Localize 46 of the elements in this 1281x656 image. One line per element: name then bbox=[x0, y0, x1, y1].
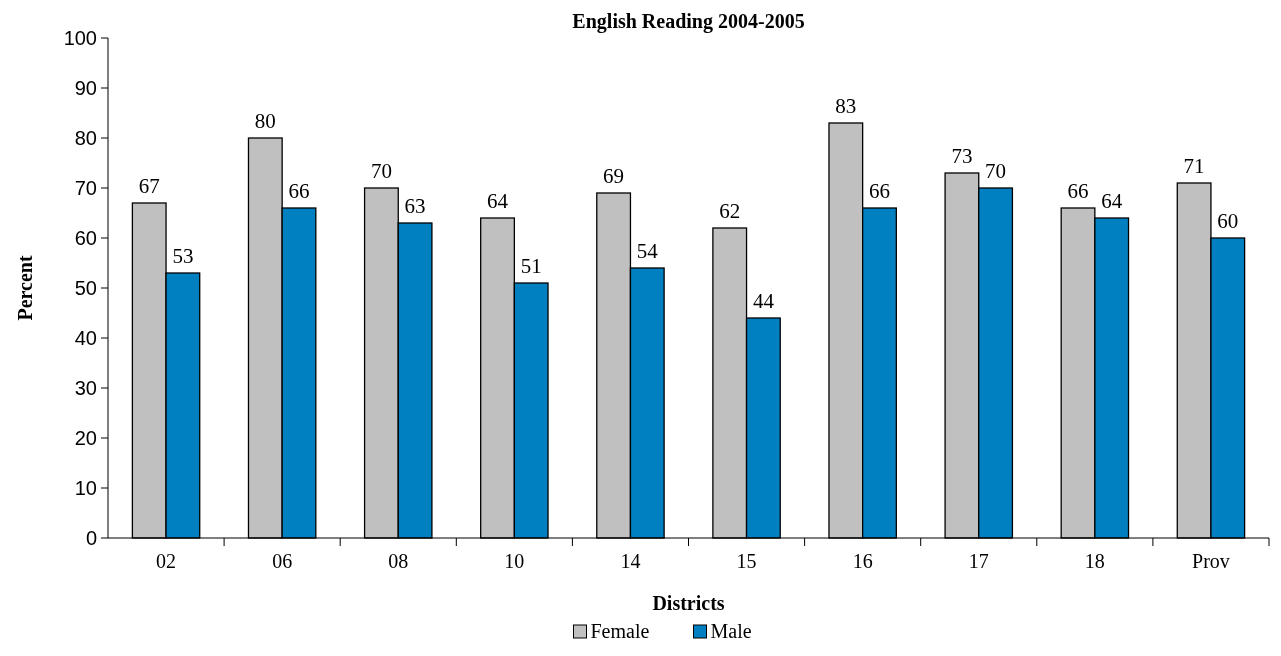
x-tick-label: 06 bbox=[272, 550, 293, 572]
data-label: 66 bbox=[868, 179, 890, 203]
y-tick-label: 70 bbox=[74, 177, 97, 199]
chart-title: English Reading 2004-2005 bbox=[572, 10, 805, 33]
data-label: 63 bbox=[404, 194, 426, 218]
x-axis-title: Districts bbox=[652, 592, 725, 614]
data-label: 51 bbox=[520, 254, 542, 278]
y-tick-label: 60 bbox=[74, 227, 97, 249]
data-label: 70 bbox=[370, 159, 392, 183]
data-label: 71 bbox=[1183, 154, 1205, 178]
data-label: 64 bbox=[1101, 189, 1123, 213]
x-tick-label: 02 bbox=[156, 550, 177, 572]
data-label: 64 bbox=[487, 189, 509, 213]
data-label: 60 bbox=[1217, 209, 1239, 233]
data-label: 80 bbox=[254, 109, 276, 133]
y-tick-label: 50 bbox=[74, 277, 97, 299]
y-tick-label: 40 bbox=[74, 327, 97, 349]
x-tick-label: 14 bbox=[620, 550, 641, 572]
x-tick-label: Prov bbox=[1192, 550, 1230, 572]
data-label: 66 bbox=[288, 179, 310, 203]
y-tick-label: 0 bbox=[85, 527, 97, 549]
data-label: 62 bbox=[719, 199, 741, 223]
legend-label: Male bbox=[710, 620, 752, 642]
data-label: 67 bbox=[138, 174, 160, 198]
y-tick-label: 10 bbox=[74, 477, 97, 499]
y-tick-label: 100 bbox=[63, 27, 97, 49]
data-label: 66 bbox=[1067, 179, 1089, 203]
data-label: 73 bbox=[951, 144, 973, 168]
data-label: 70 bbox=[985, 159, 1007, 183]
x-tick-label: 17 bbox=[968, 550, 989, 572]
data-label: 69 bbox=[603, 164, 625, 188]
y-tick-label: 30 bbox=[74, 377, 97, 399]
x-tick-label: 10 bbox=[504, 550, 525, 572]
data-label: 54 bbox=[636, 239, 659, 263]
y-tick-label: 90 bbox=[74, 77, 97, 99]
y-axis-title: Percent bbox=[14, 255, 36, 321]
legend-label: Female bbox=[590, 620, 650, 642]
data-label: 53 bbox=[172, 244, 194, 268]
y-tick-label: 80 bbox=[74, 127, 97, 149]
x-tick-label: 15 bbox=[736, 550, 757, 572]
data-label: 44 bbox=[752, 289, 775, 313]
data-label: 83 bbox=[835, 94, 857, 118]
x-tick-label: 16 bbox=[852, 550, 873, 572]
x-tick-label: 18 bbox=[1084, 550, 1105, 572]
x-tick-label: 08 bbox=[388, 550, 409, 572]
y-tick-label: 20 bbox=[74, 427, 97, 449]
